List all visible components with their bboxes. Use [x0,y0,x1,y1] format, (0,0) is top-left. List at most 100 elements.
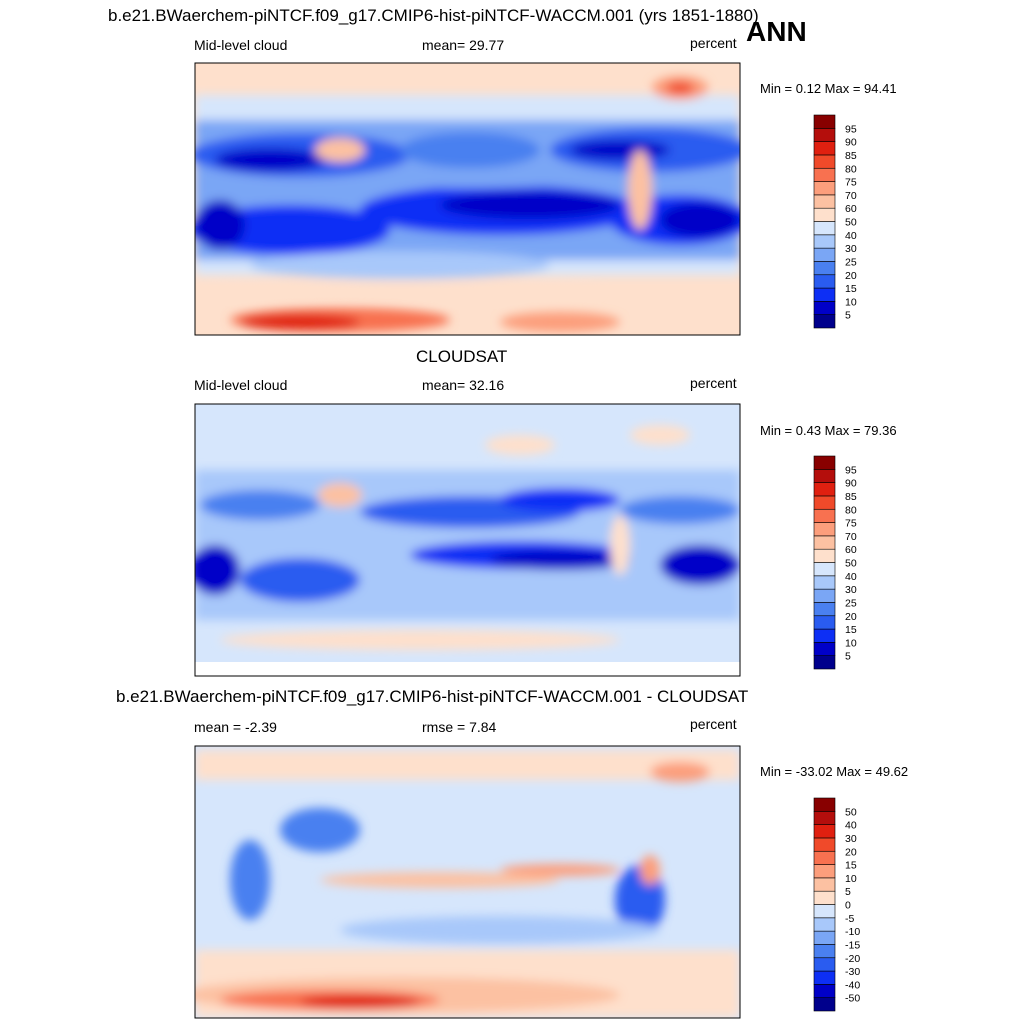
colorbar-tick-label: 80 [845,163,857,175]
colorbar-tick-label: 20 [845,846,857,858]
colorbar-tick-label: 70 [845,190,857,202]
panel-1-map [195,63,740,335]
colorbar-box [813,455,836,470]
panel-3-title: b.e21.BWaerchem-piNTCF.f09_g17.CMIP6-his… [116,687,749,706]
colorbar-tick-label: 15 [845,283,857,295]
colorbar-box [813,287,836,302]
colorbar-box [813,141,836,156]
colorbar-box [813,797,836,812]
colorbar-box [813,837,836,852]
panel-2-title: CLOUDSAT [416,347,508,366]
colorbar-box [813,877,836,892]
colorbar-box [813,944,836,959]
colorbar-tick-label: 5 [845,310,851,322]
colorbar-box [813,522,836,537]
panel-1-units: percent [690,35,737,51]
panel-2-frame [194,403,741,677]
colorbar-box [813,824,836,839]
colorbar-tick-label: 90 [845,478,857,490]
colorbar-box [813,890,836,905]
panel-1-mean: mean= 29.77 [422,37,505,53]
colorbar-tick-label: 15 [845,624,857,636]
colorbar-tick-label: 75 [845,518,857,530]
colorbar-tick-label: 25 [845,256,857,268]
colorbar-box [813,114,836,129]
season-label: ANN [746,16,807,47]
colorbar-tick-label: 10 [845,296,857,308]
colorbar-tick-label: 10 [845,637,857,649]
colorbar-tick-label: 90 [845,137,857,149]
colorbar-box [813,642,836,656]
colorbar-box [813,957,836,972]
colorbar-tick-label: 40 [845,230,857,242]
colorbar-box [813,984,836,998]
colorbar-tick-label: 10 [845,873,857,885]
colorbar-box [813,917,836,932]
colorbar-tick-label: -15 [845,939,860,951]
colorbar-box [813,548,836,563]
panel-1-title: b.e21.BWaerchem-piNTCF.f09_g17.CMIP6-his… [108,6,759,25]
colorbar-tick-label: 85 [845,491,857,503]
colorbar-box [813,247,836,262]
colorbar-tick-label: 50 [845,806,857,818]
colorbar-tick-label: 15 [845,860,857,872]
colorbar-box [813,628,836,643]
colorbar-tick-label: 80 [845,504,857,516]
colorbar-box [813,207,836,222]
colorbar-box [813,221,836,236]
panel-2-mean: mean= 32.16 [422,377,505,393]
colorbar-box [813,261,836,276]
colorbar-tick-label: 40 [845,820,857,832]
colorbar-box [813,575,836,590]
colorbar-box [813,850,836,865]
panel-3-minmax: Min = -33.02 Max = 49.62 [760,764,909,779]
panel-1-minmax: Min = 0.12 Max = 94.41 [760,81,897,96]
colorbar-tick-label: 85 [845,150,857,162]
panel-2-map [195,404,740,676]
colorbar-box [813,535,836,550]
colorbar-tick-label: 5 [845,886,851,898]
colorbar-box [813,469,836,483]
colorbar-box [813,181,836,196]
colorbar-box [813,128,836,142]
colorbar-box [813,314,836,329]
colorbar-tick-label: 30 [845,833,857,845]
colorbar-tick-label: 30 [845,243,857,255]
colorbar-box [813,301,836,315]
colorbar-tick-label: 70 [845,531,857,543]
colorbar-box [813,194,836,209]
panel-1-left-label: Mid-level cloud [194,37,288,53]
colorbar-tick-label: 75 [845,177,857,189]
colorbar-tick-label: 0 [845,900,851,912]
colorbar-box [813,602,836,617]
colorbar-tick-label: 40 [845,571,857,583]
panel-3-mean: mean = -2.39 [194,719,277,735]
colorbar-box [813,904,836,919]
colorbar-tick-label: -5 [845,913,854,925]
colorbar-box [813,274,836,289]
colorbar-box [813,154,836,169]
colorbar-box [813,588,836,603]
colorbar-box [813,930,836,945]
panel-3-rmse: rmse = 7.84 [422,719,497,735]
panel-3-units: percent [690,716,737,732]
colorbar-tick-label: 60 [845,544,857,556]
colorbar-tick-label: 25 [845,597,857,609]
colorbar-tick-label: 20 [845,270,857,282]
colorbar-box [813,234,836,249]
colorbar-tick-label: -50 [845,993,860,1005]
colorbar-box [813,864,836,879]
colorbar-tick-label: 20 [845,611,857,623]
colorbar-box [813,482,836,497]
panel-2-minmax: Min = 0.43 Max = 79.36 [760,423,897,438]
colorbar-tick-label: -30 [845,966,860,978]
colorbar-tick-label: 30 [845,584,857,596]
colorbar-tick-label: 95 [845,464,857,476]
colorbar-box [813,615,836,630]
colorbar-tick-label: -40 [845,979,860,991]
colorbar-tick-label: 50 [845,217,857,229]
panel-1-frame [194,62,741,336]
